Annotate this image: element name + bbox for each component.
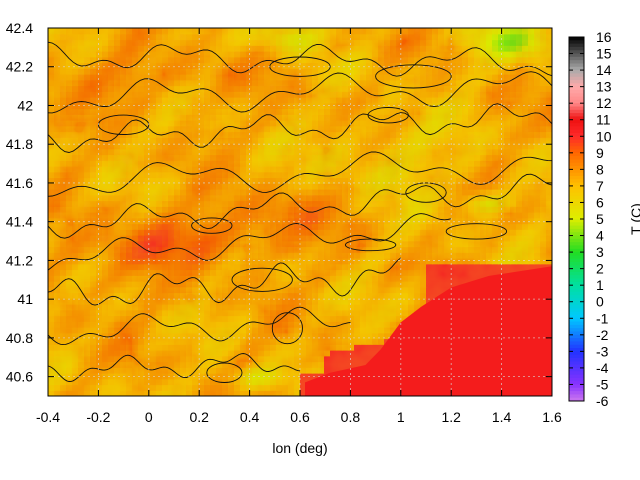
- plot-area: [48, 28, 552, 396]
